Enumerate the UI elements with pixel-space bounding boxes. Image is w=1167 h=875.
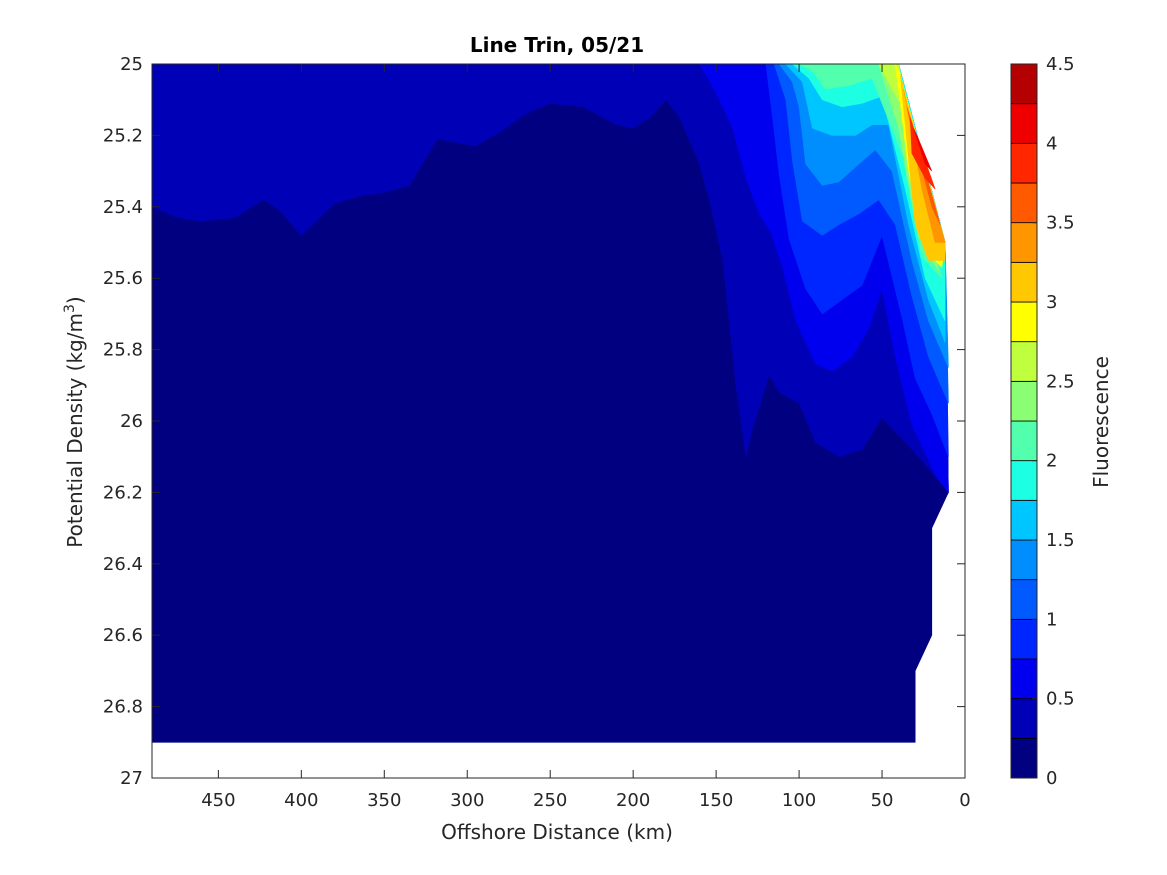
colorbar: 0 0.5 1 1.5 2 2.5 3 3.5 4 4.5 (1010, 54, 1075, 789)
colorbar-level-swatch (1010, 380, 1038, 422)
plot-area (151, 63, 949, 743)
colorbar-level-swatch (1010, 618, 1038, 660)
colorbar-tick-label: 1 (1046, 609, 1057, 630)
contour-region-level-13 (903, 88, 946, 243)
x-tick-label: 0 (959, 790, 970, 811)
colorbar-tick-label: 3 (1046, 292, 1057, 313)
x-axis-label: Offshore Distance (km) (441, 820, 673, 844)
colorbar-level-swatch (1010, 142, 1038, 184)
colorbar-level-swatch (1010, 103, 1038, 144)
colorbar-tick-label: 0.5 (1046, 689, 1075, 710)
y-tick-label: 25.4 (103, 197, 143, 218)
y-axis-label-close: ) (63, 296, 87, 304)
colorbar-level-swatch (1010, 261, 1038, 303)
colorbar-tick-label: 1.5 (1046, 530, 1075, 551)
colorbar-level-swatch (1010, 63, 1038, 105)
x-tick-label: 200 (616, 790, 650, 811)
x-tick-label: 400 (284, 790, 318, 811)
colorbar-level-swatch (1010, 579, 1038, 620)
colorbar-box (1010, 63, 1038, 779)
y-tick-label: 26.8 (103, 697, 143, 718)
colorbar-level-swatch (1010, 420, 1038, 462)
y-tick-label: 26.4 (103, 554, 143, 575)
colorbar-level-swatch (1010, 698, 1038, 739)
colorbar-level-swatch (1010, 737, 1038, 779)
x-tick-label: 350 (367, 790, 401, 811)
colorbar-tick-label: 2.5 (1046, 371, 1075, 392)
x-tick-label: 100 (782, 790, 816, 811)
colorbar-tick-label: 0 (1046, 768, 1057, 789)
x-tick-label: 250 (533, 790, 567, 811)
colorbar-level-swatch (1010, 499, 1038, 541)
x-tick-label: 50 (871, 790, 894, 811)
y-axis-label-superscript: 3 (62, 304, 78, 313)
y-tick-label: 26.2 (103, 482, 143, 503)
x-tick-label: 450 (201, 790, 235, 811)
y-tick-label: 25.2 (103, 125, 143, 146)
y-axis-label-main: Potential Density (kg/m (63, 313, 87, 548)
y-tick-label: 26 (120, 411, 143, 432)
colorbar-level-swatch (1010, 182, 1038, 224)
y-tick-label: 25.8 (103, 340, 143, 361)
x-tick-label: 300 (450, 790, 484, 811)
chart-title: Line Trin, 05/21 (470, 33, 644, 57)
contour-region-level-16 (913, 128, 933, 172)
colorbar-tick-label: 3.5 (1046, 213, 1075, 234)
colorbar-label: Fluorescence (1089, 356, 1113, 488)
contour-region-level-15 (909, 117, 936, 190)
colorbar-level-swatch (1010, 539, 1038, 581)
colorbar-level-swatch (1010, 658, 1038, 700)
colorbar-level-swatch (1010, 301, 1038, 343)
colorbar-tick-label: 4 (1046, 133, 1057, 154)
y-axis-label: Potential Density (kg/m3) (62, 296, 87, 547)
colorbar-tick-label: 2 (1046, 451, 1057, 472)
x-tick-label: 150 (699, 790, 733, 811)
colorbar-level-swatch (1010, 460, 1038, 501)
axes: 450 400 350 300 250 200 150 100 50 0 25 25.2 25.4 25.… (103, 54, 971, 811)
y-tick-label: 25 (120, 54, 143, 75)
colorbar-tick-label: 4.5 (1046, 54, 1075, 75)
y-tick-label: 25.6 (103, 268, 143, 289)
y-tick-label: 26.6 (103, 625, 143, 646)
colorbar-level-swatch (1010, 341, 1038, 382)
y-tick-label: 27 (120, 768, 143, 789)
colorbar-level-swatch (1010, 222, 1038, 263)
